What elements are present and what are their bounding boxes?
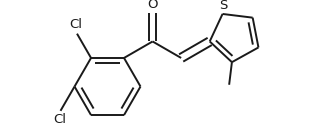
Text: Cl: Cl <box>70 18 83 32</box>
Text: Cl: Cl <box>53 113 66 126</box>
Text: S: S <box>219 0 228 12</box>
Text: O: O <box>147 0 158 11</box>
